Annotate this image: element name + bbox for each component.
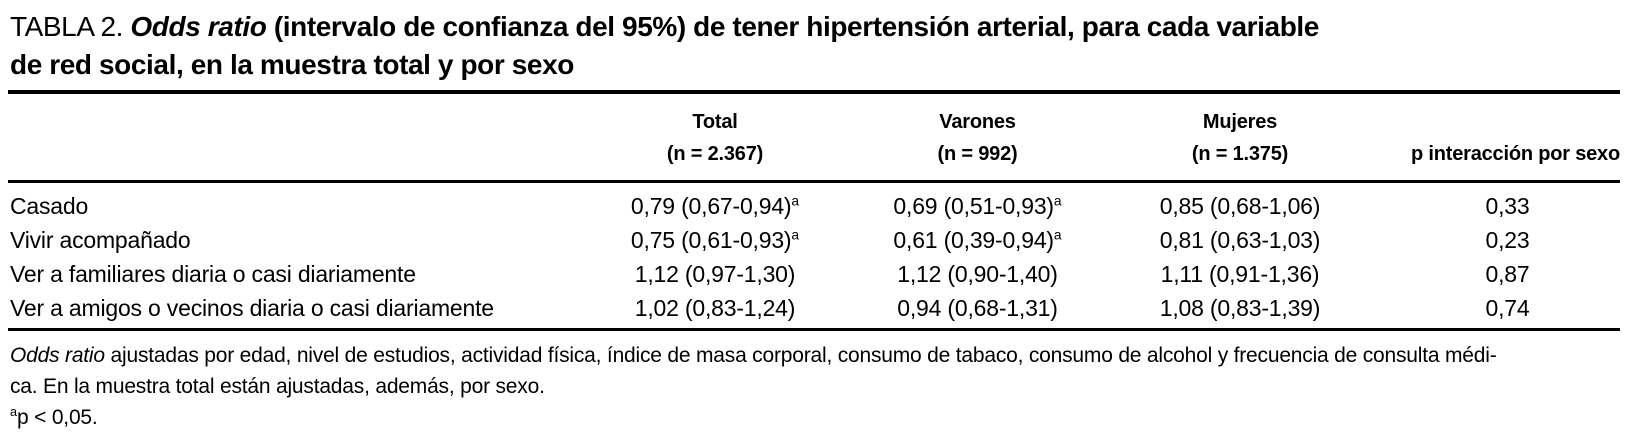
- cell-varones: 0,69 (0,51-0,93)a: [893, 193, 1062, 219]
- table-row: Ver a familiares diaria o casi diariamen…: [8, 257, 1620, 291]
- table-body: Casado 0,79 (0,67-0,94)a 0,69 (0,51-0,93…: [8, 183, 1620, 328]
- cell-mujeres: 1,11 (0,91-1,36): [1160, 261, 1320, 287]
- row-label: Ver a amigos o vecinos diaria o casi dia…: [10, 295, 494, 321]
- footnote-marker: a: [1053, 193, 1062, 209]
- row-label: Vivir acompañado: [10, 227, 191, 253]
- table-footnote: Odds ratio ajustadas por edad, nivel de …: [10, 340, 1620, 433]
- cell-p: 0,23: [1485, 227, 1530, 253]
- header-p-interaccion: p interacción por sexo: [1411, 143, 1620, 165]
- cell-varones: 0,61 (0,39-0,94)a: [893, 227, 1062, 253]
- cell-total: 0,79 (0,67-0,94)a: [630, 193, 800, 219]
- footnote-line-significance: ap < 0,05.: [10, 405, 98, 429]
- header-total: Total (n = 2.367): [666, 111, 764, 165]
- cell-varones: 0,94 (0,68-1,31): [897, 295, 1058, 321]
- table-row: Ver a amigos o vecinos diaria o casi dia…: [8, 291, 1620, 325]
- title-italic-odds-ratio: Odds ratio: [130, 11, 267, 42]
- row-label: Casado: [10, 193, 89, 219]
- cell-p: 0,87: [1485, 261, 1530, 287]
- divider-bottom: [8, 328, 1620, 331]
- cell-p: 0,74: [1485, 295, 1530, 321]
- footnote-marker: a: [791, 193, 800, 209]
- table-row: Vivir acompañado 0,75 (0,61-0,93)a 0,61 …: [8, 223, 1620, 257]
- cell-mujeres: 0,81 (0,63-1,03): [1159, 227, 1321, 253]
- footnote-marker: a: [10, 405, 18, 419]
- table-header-row: Total (n = 2.367) Varones (n = 992) Muje…: [8, 94, 1620, 180]
- footnote-line-adjustments-cont: ca. En la muestra total están ajustadas,…: [10, 375, 545, 398]
- title-line1-rest: (intervalo de confianza del 95%) de tene…: [273, 11, 1320, 42]
- cell-total: 0,75 (0,61-0,93)a: [630, 227, 800, 253]
- cell-p: 0,33: [1485, 193, 1530, 219]
- title-line2: de red social, en la muestra total y por…: [10, 49, 574, 80]
- cell-mujeres: 1,08 (0,83-1,39): [1159, 295, 1321, 321]
- cell-varones: 1,12 (0,90-1,40): [897, 261, 1058, 287]
- divider-header: [8, 180, 1620, 183]
- cell-total: 1,02 (0,83-1,24): [634, 295, 796, 321]
- divider-top: [8, 90, 1620, 94]
- table-number: TABLA 2.: [10, 11, 124, 42]
- footnote-line-adjustments: Odds ratio ajustadas por edad, nivel de …: [10, 344, 1497, 367]
- row-label: Ver a familiares diaria o casi diariamen…: [10, 261, 416, 287]
- table-title: TABLA 2. Odds ratio (intervalo de confia…: [10, 8, 1620, 84]
- header-variable-spacer: [8, 106, 560, 170]
- header-mujeres: Mujeres (n = 1.375): [1191, 111, 1289, 165]
- header-varones: Varones (n = 992): [937, 111, 1018, 165]
- table-row: Casado 0,79 (0,67-0,94)a 0,69 (0,51-0,93…: [8, 189, 1620, 223]
- footnote-marker: a: [1053, 227, 1062, 243]
- cell-mujeres: 0,85 (0,68-1,06): [1159, 193, 1321, 219]
- cell-total: 1,12 (0,97-1,30): [634, 261, 796, 287]
- footnote-marker: a: [791, 227, 800, 243]
